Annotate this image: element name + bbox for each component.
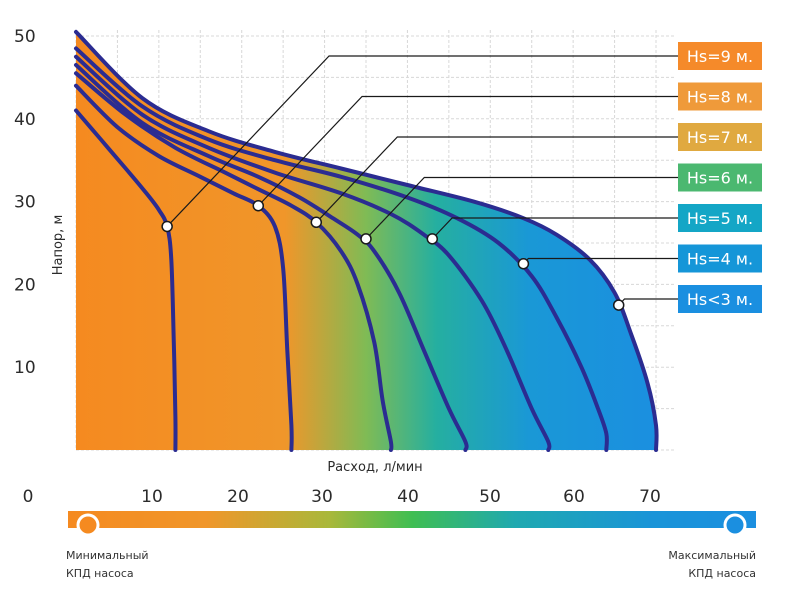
leader-line: [365, 176, 678, 240]
legend: Hs=9 м. Hs=8 м. Hs=7 м. Hs=6 м. Hs=5 м. Hs=4 …: [678, 42, 762, 313]
efficiency-scale: 0 10 20 30 40 50 60 70 Минимальный КПД насоса М…: [23, 487, 756, 580]
y-tick-label: 30: [14, 193, 36, 213]
curve-marker: [252, 199, 265, 212]
leader-line: [315, 136, 678, 223]
curve-line-3: [74, 63, 469, 452]
y-axis-label: Напор, м: [51, 215, 66, 276]
leader-line: [166, 55, 678, 227]
leader-line: [257, 95, 678, 207]
curve-marker: [517, 257, 530, 270]
x-tick-label: 40: [397, 487, 419, 507]
curve-line-0: [74, 29, 659, 452]
legend-swatch: [678, 285, 762, 313]
legend-label: Hs=5 м.: [687, 209, 753, 228]
curve-line-2: [74, 54, 552, 452]
max-efficiency-label-line2: КПД насоса: [688, 567, 756, 580]
curve-marker: [426, 233, 439, 245]
curve-marker: [360, 233, 372, 245]
curve-line-6: [74, 108, 178, 452]
y-tick-label: 10: [14, 358, 36, 378]
efficiency-gradient-bar: [68, 511, 756, 528]
x-tick-label: 20: [227, 487, 249, 507]
y-tick-label: 40: [14, 110, 36, 130]
y-tick-labels: 10 20 30 40 50: [14, 27, 36, 378]
x-axis-label: Расход, л/мин: [327, 460, 422, 475]
x-tick-labels: 0 10 20 30 40 50 60 70: [23, 487, 661, 507]
x-tick-label: 50: [479, 487, 501, 507]
legend-label: Hs<3 м.: [687, 290, 753, 309]
leader-lines: [166, 55, 678, 306]
x-tick-label: 70: [639, 487, 661, 507]
curve-marker: [310, 216, 323, 229]
y-tick-label: 50: [14, 27, 36, 47]
min-efficiency-label-line2: КПД насоса: [66, 567, 134, 580]
legend-swatch: [678, 163, 762, 192]
leader-line: [618, 298, 678, 306]
leader-line: [431, 217, 678, 240]
min-efficiency-label-line1: Минимальный: [66, 549, 149, 562]
pump-curves: [74, 29, 659, 452]
legend-label: Hs=4 м.: [687, 250, 753, 269]
x-tick-label: 0: [23, 487, 34, 507]
curve-line-1: [74, 46, 609, 452]
curve-marker: [612, 299, 625, 311]
legend-swatch: [678, 204, 762, 232]
min-efficiency-marker: [76, 513, 100, 537]
legend-swatch: [678, 42, 762, 70]
legend-swatch: [678, 123, 762, 151]
legend-label: Hs=6 м.: [687, 169, 753, 188]
legend-swatch: [678, 244, 762, 273]
legend-swatch: [678, 82, 762, 111]
legend-label: Hs=8 м.: [687, 88, 753, 107]
x-tick-label: 60: [563, 487, 585, 507]
curve-marker: [161, 220, 173, 233]
legend-label: Hs=9 м.: [687, 47, 753, 66]
x-tick-label: 10: [141, 487, 163, 507]
max-efficiency-marker: [723, 513, 747, 537]
curve-markers: [161, 199, 625, 311]
x-tick-label: 30: [311, 487, 333, 507]
legend-label: Hs=7 м.: [687, 128, 753, 147]
max-efficiency-label-line1: Максимальный: [668, 549, 756, 562]
y-tick-label: 20: [14, 275, 36, 295]
